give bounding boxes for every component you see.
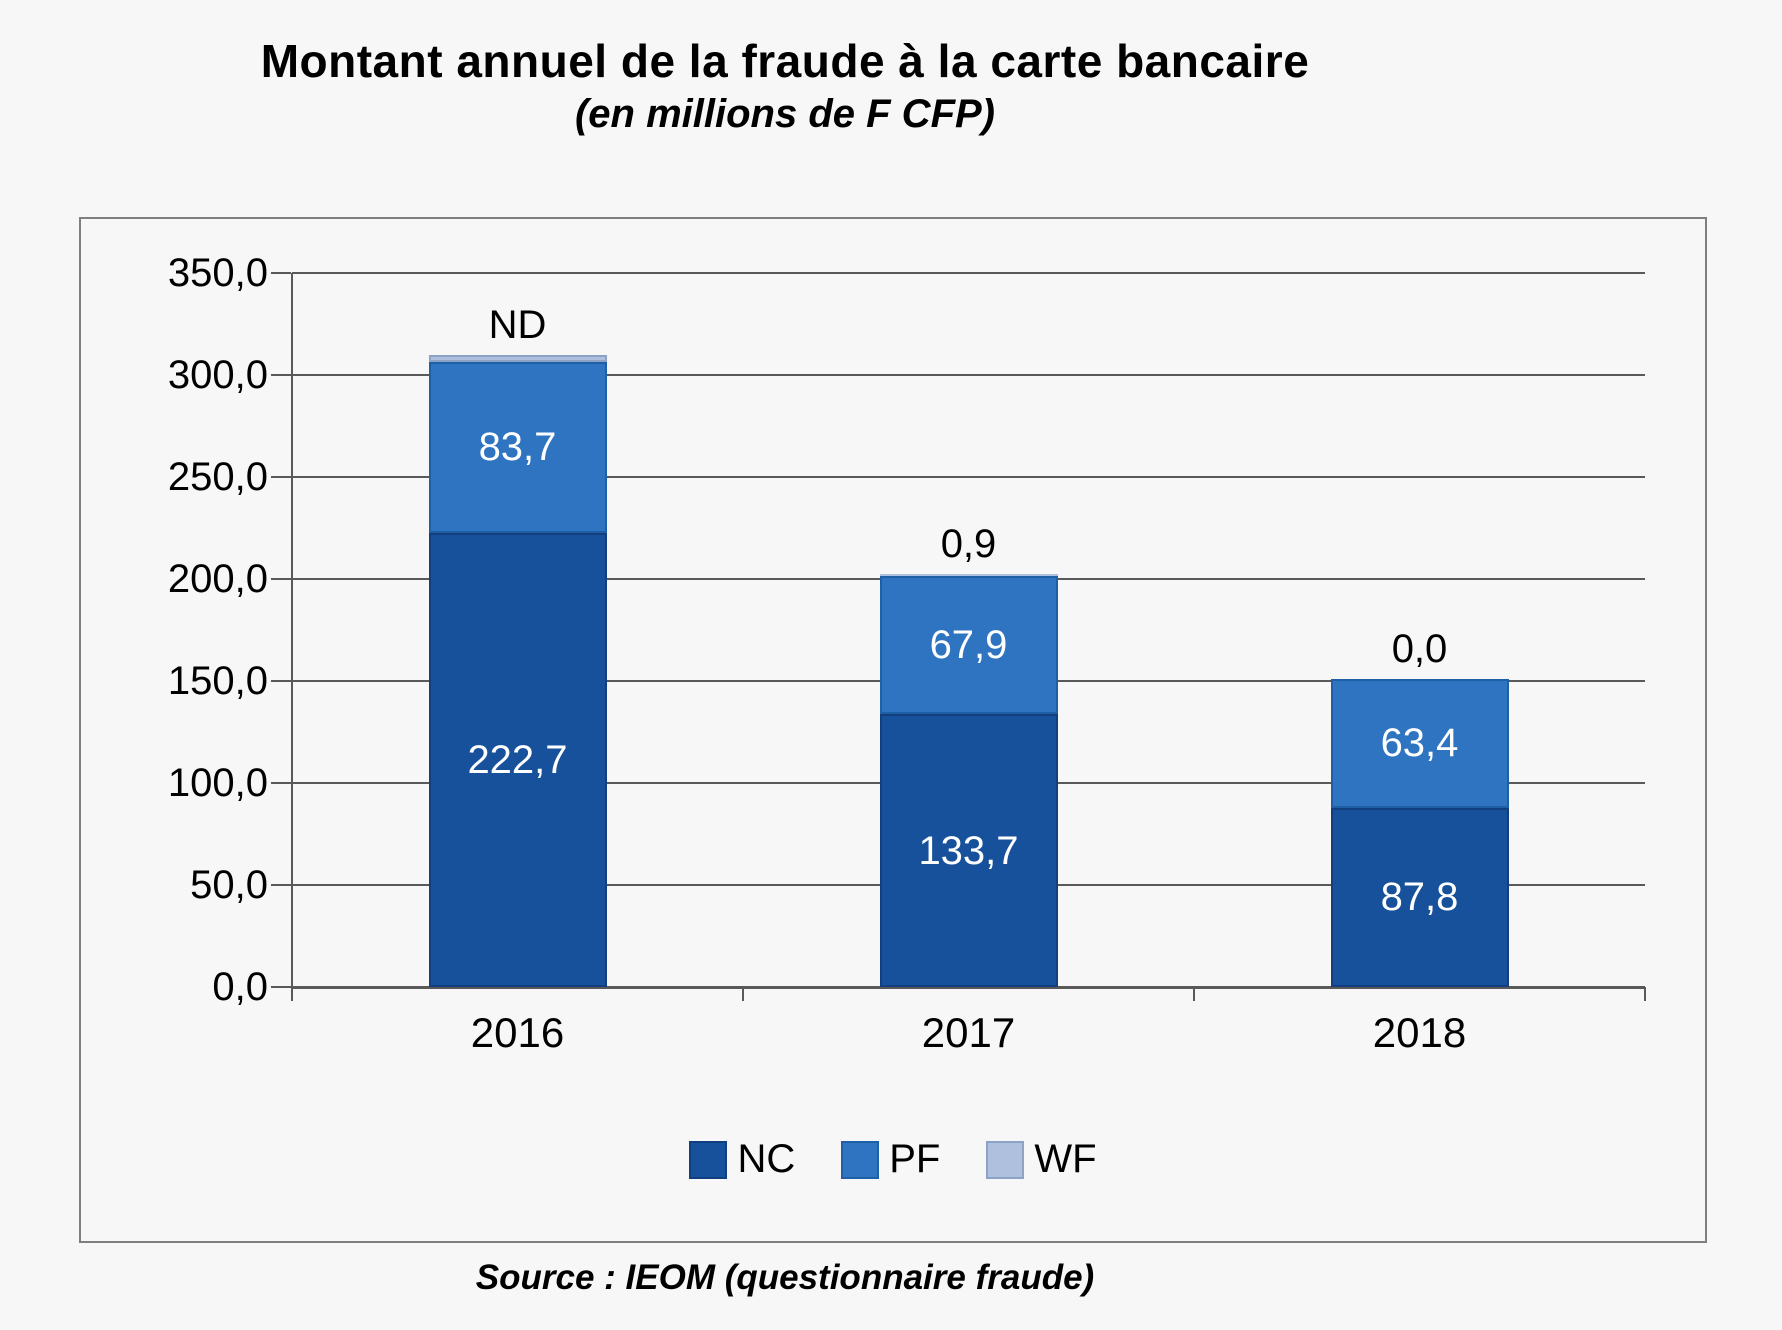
gridline <box>292 476 1645 478</box>
legend-item-nc: NC <box>689 1137 795 1182</box>
y-axis-label: 0,0 <box>212 965 268 1009</box>
y-axis-label: 250,0 <box>167 455 268 499</box>
x-axis-label: 2016 <box>470 1009 565 1056</box>
gridline <box>292 374 1645 376</box>
bar-value-label: 63,4 <box>1380 721 1459 766</box>
chart-subtitle: (en millions de F CFP) <box>574 92 996 136</box>
x-axis-tick <box>291 987 293 1001</box>
y-axis-tick <box>271 680 291 682</box>
source-caption: Source : IEOM (questionnaire fraude) <box>475 1258 1095 1297</box>
y-axis-tick <box>271 986 291 988</box>
bar-segment-pf <box>879 575 1058 715</box>
bar-value-label: 133,7 <box>918 828 1019 873</box>
legend-item-pf: PF <box>841 1137 940 1182</box>
legend-swatch-nc-icon <box>689 1140 728 1179</box>
y-axis-line <box>291 273 293 1001</box>
bar-value-label: 67,9 <box>929 622 1008 667</box>
x-axis-label: 2017 <box>921 1009 1016 1056</box>
bar-segment-wf <box>428 354 607 362</box>
legend-item-wf: WF <box>986 1137 1097 1182</box>
y-axis-tick <box>271 476 291 478</box>
y-axis-tick <box>271 578 291 580</box>
y-axis-tick <box>271 884 291 886</box>
bar-segment-pf <box>1330 678 1509 808</box>
bar-value-label: 222,7 <box>467 737 568 782</box>
x-axis-line <box>292 986 1645 989</box>
bar-value-label: 87,8 <box>1380 875 1459 920</box>
bar-segment-wf <box>879 573 1058 576</box>
y-axis-label: 150,0 <box>167 659 268 703</box>
bar-top-label: 0,0 <box>1391 626 1448 671</box>
x-axis-tick <box>742 987 744 1001</box>
chart-frame: 0,0 50,0 100,0 150,0 200,0 250,0 300,0 350,0 201… <box>79 217 1707 1243</box>
y-axis-tick <box>271 272 291 274</box>
chart-title: Montant annuel de la fraude à la carte b… <box>260 35 1310 87</box>
x-axis-tick <box>1644 987 1646 1001</box>
y-axis-label: 300,0 <box>167 353 268 397</box>
chart-legend: NC PF WF <box>81 1137 1705 1182</box>
bar-value-label: 83,7 <box>478 425 557 470</box>
plot-area: 0,0 50,0 100,0 150,0 200,0 250,0 300,0 350,0 201… <box>81 219 1705 1241</box>
legend-swatch-pf-icon <box>841 1140 880 1179</box>
bar-segment-nc <box>1330 807 1509 987</box>
legend-label: WF <box>1034 1137 1097 1181</box>
y-axis-label: 350,0 <box>167 251 268 295</box>
x-axis-tick <box>1193 987 1195 1001</box>
bar-segment-nc <box>428 532 607 987</box>
x-axis-label: 2018 <box>1372 1009 1467 1056</box>
y-axis-tick <box>271 782 291 784</box>
gridline <box>292 272 1645 274</box>
legend-swatch-wf-icon <box>986 1140 1025 1179</box>
y-axis-label: 50,0 <box>190 863 268 907</box>
y-axis-label: 200,0 <box>167 557 268 601</box>
legend-label: PF <box>889 1137 941 1181</box>
y-axis-tick <box>271 374 291 376</box>
bar-segment-pf <box>428 361 607 533</box>
legend-label: NC <box>737 1137 796 1181</box>
y-axis-label: 100,0 <box>167 761 268 805</box>
bar-top-label: ND <box>488 302 547 347</box>
bar-top-label: 0,9 <box>940 521 997 566</box>
bar-segment-nc <box>879 714 1058 987</box>
